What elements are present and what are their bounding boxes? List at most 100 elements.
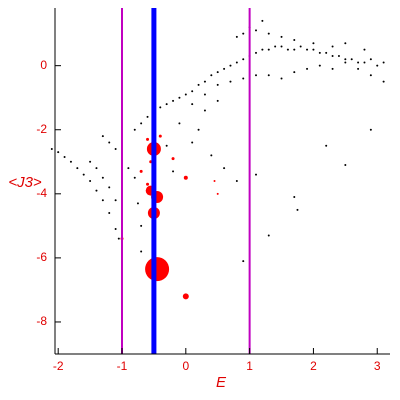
point <box>108 212 111 215</box>
point <box>95 167 98 170</box>
point <box>108 186 111 189</box>
x-tick-label: 2 <box>310 359 317 373</box>
point <box>235 61 238 64</box>
point <box>223 67 226 70</box>
point <box>331 67 334 70</box>
point <box>165 144 168 147</box>
point <box>242 260 245 263</box>
point <box>159 106 162 109</box>
point <box>299 45 302 48</box>
point <box>108 141 111 144</box>
point <box>357 61 360 64</box>
point <box>178 122 181 125</box>
point <box>293 71 296 74</box>
point <box>203 80 206 83</box>
point <box>318 51 321 54</box>
point <box>293 196 296 199</box>
point <box>216 192 219 195</box>
point <box>337 55 340 58</box>
point <box>312 48 315 51</box>
point <box>280 77 283 80</box>
point <box>165 103 168 106</box>
point <box>146 182 150 186</box>
point <box>140 122 143 125</box>
point <box>223 167 226 170</box>
point <box>216 83 219 86</box>
point <box>331 55 334 58</box>
point <box>114 228 117 231</box>
point <box>382 61 385 64</box>
point <box>76 167 79 170</box>
point <box>210 154 213 157</box>
point <box>376 64 379 67</box>
point <box>293 39 296 42</box>
point <box>274 45 277 48</box>
point <box>178 96 181 99</box>
point <box>325 51 328 54</box>
point <box>280 35 283 38</box>
point <box>331 45 334 48</box>
point <box>89 160 92 163</box>
x-tick-label: 3 <box>374 359 381 373</box>
point <box>191 103 194 106</box>
point <box>344 163 347 166</box>
point <box>306 67 309 70</box>
point <box>213 180 216 182</box>
point <box>261 19 264 22</box>
point <box>369 58 372 61</box>
point <box>183 175 188 180</box>
point <box>127 167 130 170</box>
point <box>146 137 150 141</box>
point <box>139 169 143 173</box>
point <box>136 202 139 205</box>
point <box>210 74 213 77</box>
y-tick-label: -8 <box>36 314 47 328</box>
point <box>101 199 104 202</box>
point <box>261 48 264 51</box>
point <box>229 64 232 67</box>
point <box>242 32 245 35</box>
point <box>69 160 72 163</box>
point <box>255 51 257 54</box>
point <box>117 237 120 240</box>
point <box>133 128 136 131</box>
point <box>242 77 245 80</box>
point <box>114 199 117 202</box>
point <box>267 48 270 51</box>
point <box>197 83 200 86</box>
point <box>133 176 136 179</box>
point <box>171 157 175 161</box>
y-tick-label: -6 <box>36 250 47 264</box>
point <box>203 93 206 96</box>
point <box>325 144 328 147</box>
point <box>318 64 321 67</box>
point <box>293 48 296 51</box>
x-tick-label: -1 <box>117 359 128 373</box>
point <box>216 71 219 74</box>
point <box>382 80 385 83</box>
point <box>57 151 60 154</box>
point <box>357 67 360 70</box>
point <box>63 155 66 158</box>
point <box>172 99 175 102</box>
x-tick-label: 1 <box>246 359 253 373</box>
y-axis-label: <J3> <box>8 174 42 191</box>
point <box>95 189 98 192</box>
point <box>101 135 104 138</box>
point <box>312 42 315 45</box>
point <box>306 48 309 51</box>
point <box>184 93 187 96</box>
point <box>350 58 353 61</box>
point <box>89 180 92 182</box>
point <box>267 32 270 35</box>
point <box>286 48 289 51</box>
point <box>216 99 219 102</box>
point <box>146 115 149 118</box>
point <box>140 224 143 227</box>
y-tick-label: -2 <box>36 122 47 136</box>
point <box>191 141 194 144</box>
point <box>140 250 143 253</box>
point <box>363 48 366 51</box>
point <box>145 257 170 282</box>
point <box>191 90 194 93</box>
